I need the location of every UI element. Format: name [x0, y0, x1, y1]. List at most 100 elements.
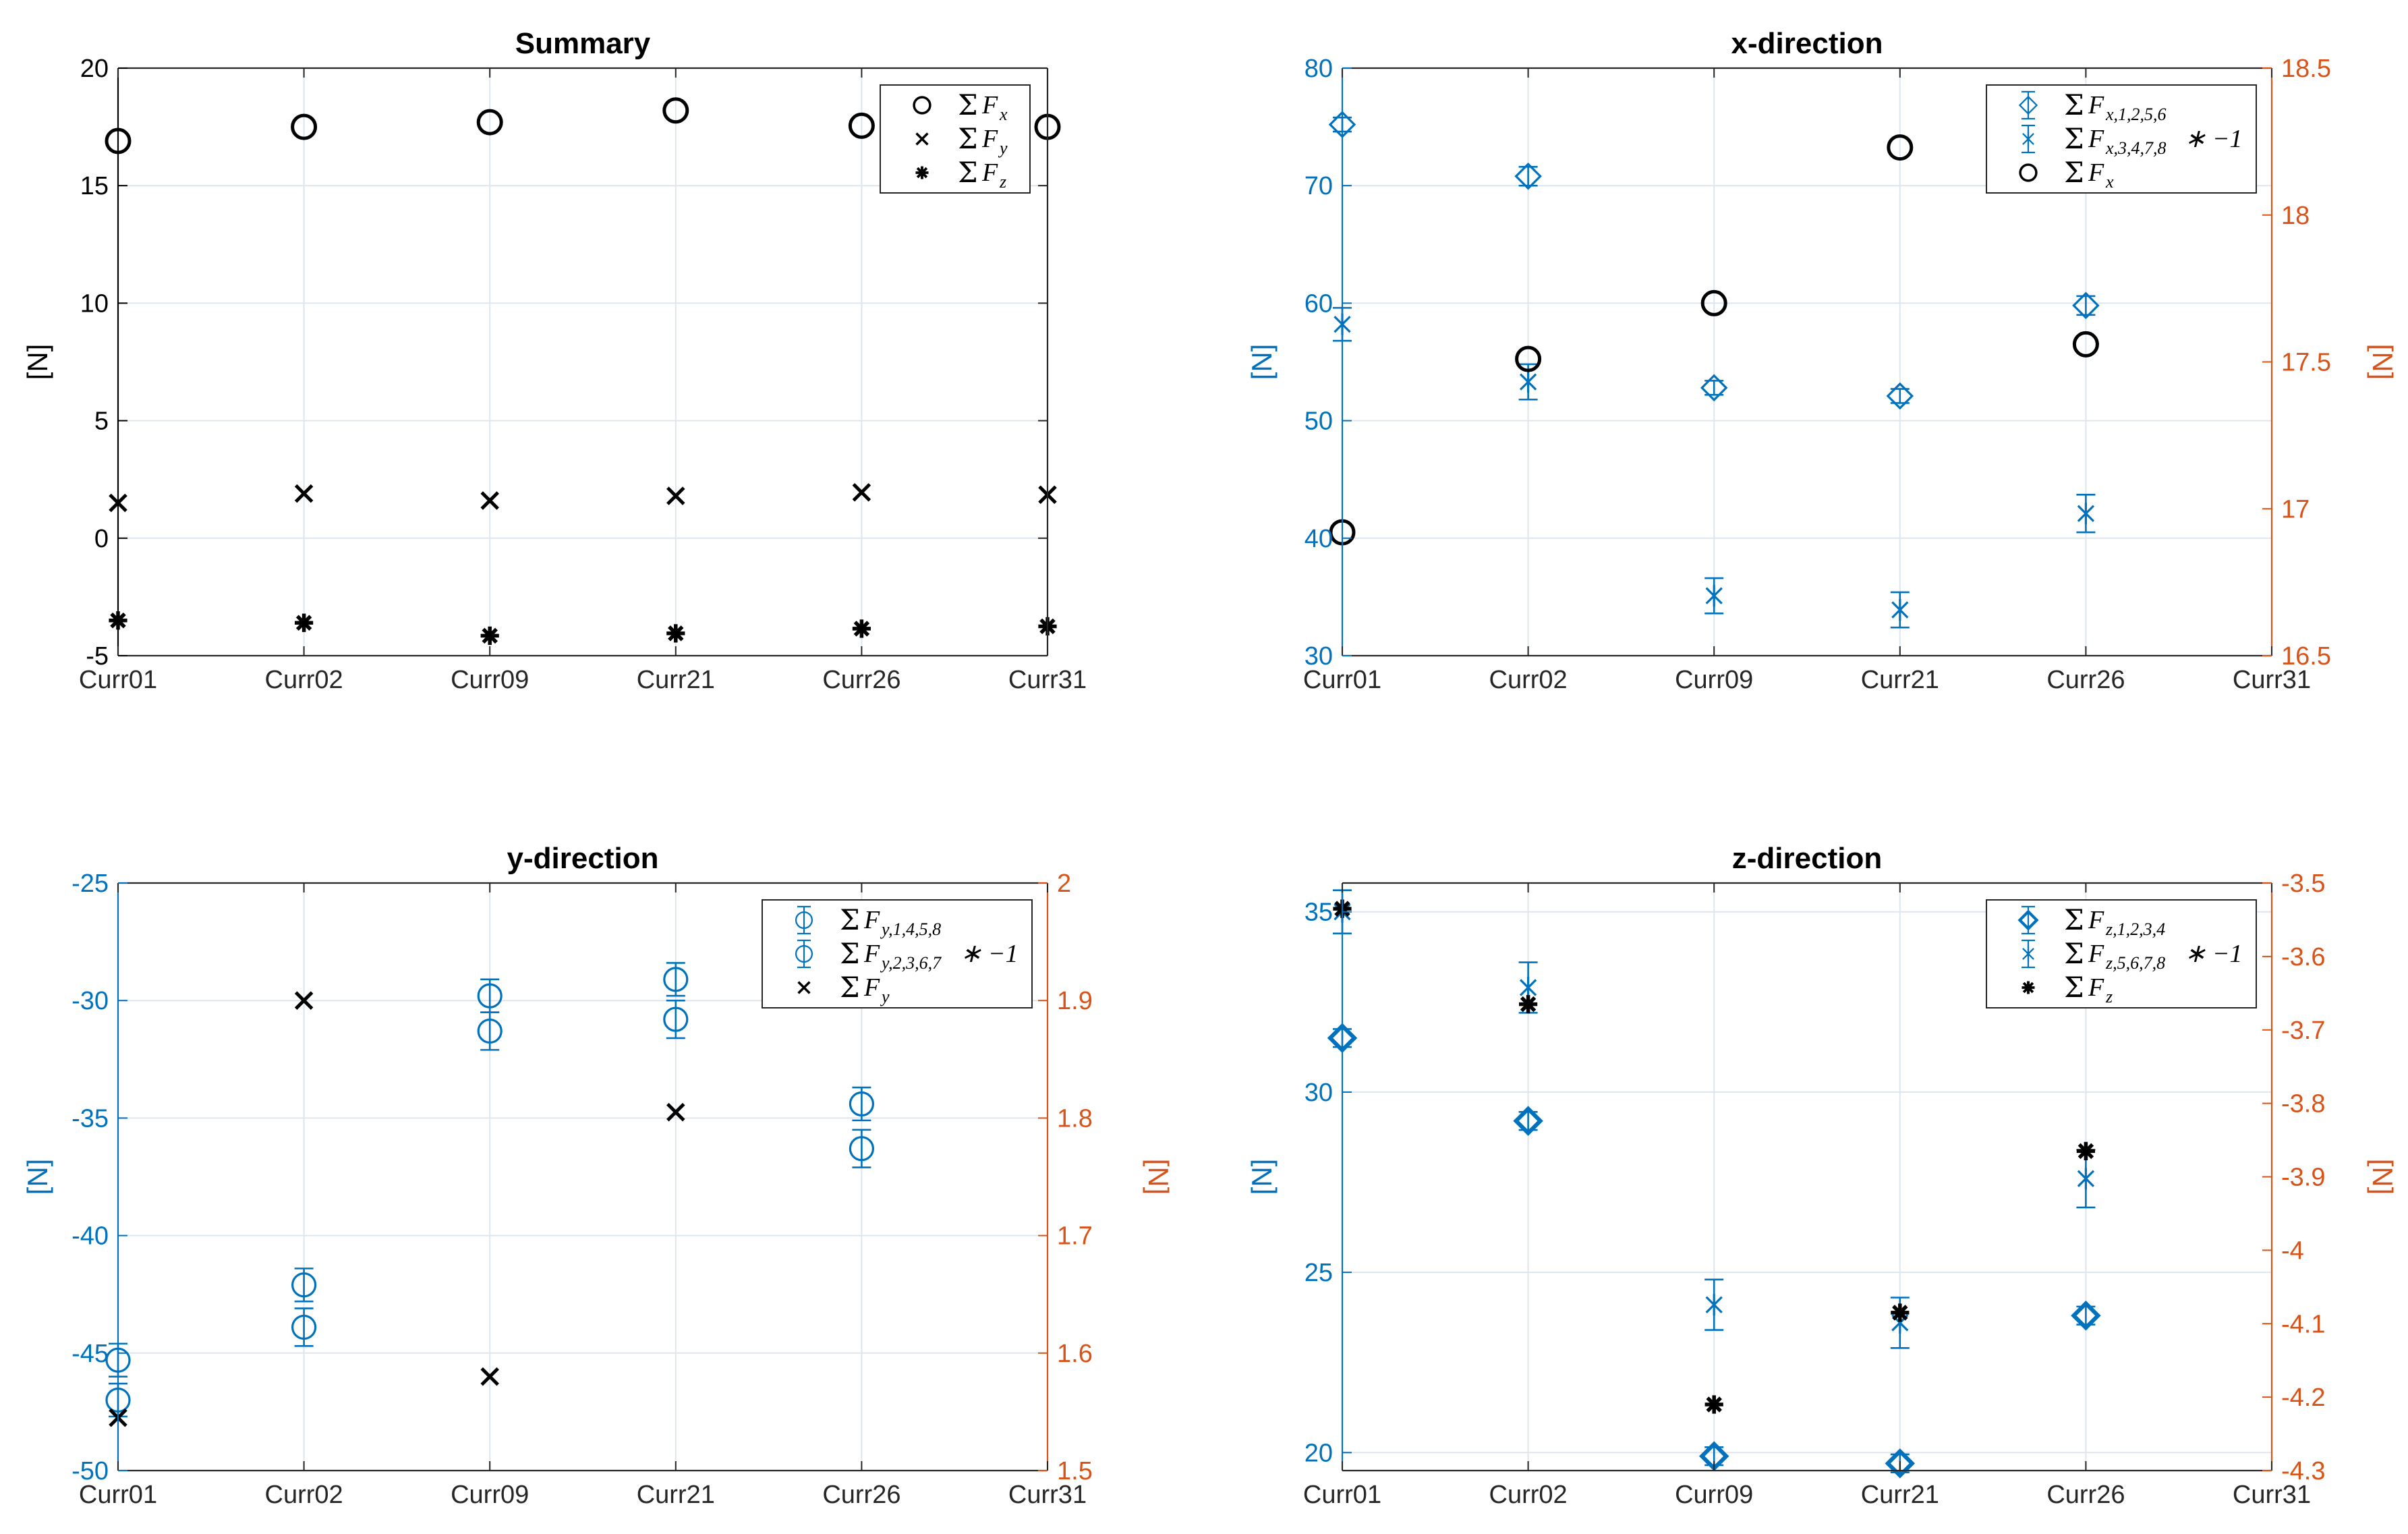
data-point — [848, 112, 875, 139]
y2-tick-label: 18.5 — [2281, 55, 2331, 83]
x-tick-label: Curr01 — [79, 1481, 157, 1509]
error-bar — [2076, 295, 2096, 316]
data-point — [1885, 1448, 1916, 1479]
legend-sum-symbol: Σ — [2064, 88, 2084, 121]
data-point — [291, 113, 318, 140]
data-point — [2072, 331, 2099, 358]
legend-marker-group — [2022, 946, 2034, 962]
legend-marker — [797, 981, 811, 994]
x-tick-label: Curr09 — [1675, 666, 1753, 694]
legend-errorbar — [797, 939, 811, 969]
y-tick-label: 20 — [80, 55, 109, 83]
legend-sum-symbol: Σ — [2064, 937, 2084, 970]
legend-sum-symbol: Σ — [2064, 971, 2084, 1004]
legend-sum-symbol: Σ — [2064, 122, 2084, 155]
legend-sum-symbol: Σ — [958, 88, 978, 121]
x-tick-label: Curr21 — [1861, 1481, 1939, 1509]
error-bar — [1518, 166, 1538, 187]
y-tick-label: -30 — [71, 987, 109, 1015]
legend-symbol: F — [981, 91, 998, 119]
data-point — [480, 491, 499, 510]
legend-marker — [915, 166, 929, 179]
data-point — [1704, 1395, 1723, 1414]
legend-subscript: x — [2105, 172, 2114, 192]
y2-tick-label: -3.9 — [2281, 1164, 2325, 1192]
y2-tick-label: 16.5 — [2281, 642, 2331, 671]
legend-subscript: x,3,4,7,8 — [2105, 138, 2167, 158]
legend-symbol: F — [2088, 159, 2104, 187]
y-tick-label: 20 — [1305, 1439, 1333, 1467]
x-tick-label: Curr26 — [822, 666, 900, 694]
y-tick-label: -45 — [71, 1340, 109, 1368]
legend-marker-group — [2017, 909, 2039, 931]
x-tick-label: Curr01 — [1303, 1481, 1381, 1509]
chart-title: z-direction — [1732, 842, 1882, 875]
data-point — [1515, 345, 1542, 372]
legend-marker — [2022, 981, 2035, 994]
y2-tick-label: -4 — [2281, 1237, 2304, 1265]
legend-suffix: ∗ −1 — [2185, 125, 2243, 153]
data-point — [852, 619, 871, 638]
legend-subscript: y — [880, 987, 890, 1006]
legend-sum-symbol: Σ — [2064, 156, 2084, 189]
legend-symbol: F — [2088, 125, 2104, 153]
legend-symbol: F — [2088, 906, 2104, 934]
y-axis-label: [N] — [1246, 344, 1278, 380]
x-tick-label: Curr09 — [451, 666, 529, 694]
legend-symbol: F — [2088, 940, 2104, 968]
data-point — [662, 97, 689, 124]
legend-sum-symbol: Σ — [840, 903, 860, 936]
legend-subscript: y,1,4,5,8 — [880, 919, 941, 939]
y-tick-label: 70 — [1305, 172, 1333, 200]
x-tick-label: Curr01 — [79, 666, 157, 694]
panel-x-direction: Curr01 Curr02 Curr09 Curr21 Curr26 Curr31 30 40… — [1246, 27, 2399, 694]
data-point — [1519, 371, 1537, 393]
data-point — [1700, 289, 1727, 316]
y2-tick-label: 1.6 — [1057, 1340, 1093, 1368]
y2-tick-label: -3.7 — [2281, 1017, 2325, 1045]
legend-symbol: F — [981, 159, 998, 187]
y2-tick-label: 17.5 — [2281, 349, 2331, 377]
y-axis-label: [N] — [22, 344, 53, 380]
y-tick-label: 40 — [1305, 525, 1333, 553]
x-tick-label: Curr02 — [265, 666, 343, 694]
data-point — [480, 1367, 499, 1386]
legend-marker — [2018, 95, 2038, 115]
x-tick-label: Curr01 — [1303, 666, 1381, 694]
data-point — [2072, 291, 2100, 320]
legend-marker-group — [797, 981, 811, 994]
error-bar — [2076, 1305, 2096, 1326]
x-tick-label: Curr21 — [637, 666, 715, 694]
legend-marker-group — [2019, 163, 2038, 182]
data-point — [666, 486, 685, 505]
data-point — [476, 109, 503, 136]
data-point — [1705, 1294, 1723, 1316]
legend-subscript: z — [2105, 987, 2113, 1006]
legend-marker — [2017, 909, 2039, 931]
series-1 — [105, 999, 875, 1418]
x-tick-label: Curr31 — [2233, 1481, 2311, 1509]
y2-tick-label: -4.3 — [2281, 1457, 2325, 1485]
y2-tick-label: -3.6 — [2281, 943, 2325, 971]
legend-sum-symbol: Σ — [840, 971, 860, 1004]
data-point — [294, 991, 314, 1010]
legend-subscript: z,5,6,7,8 — [2105, 953, 2165, 973]
x-tick-label: Curr09 — [451, 1481, 529, 1509]
legend-sum-symbol: Σ — [958, 122, 978, 155]
data-point — [2077, 1168, 2095, 1190]
y-tick-label: -40 — [71, 1222, 109, 1251]
data-point — [663, 1006, 689, 1032]
y-tick-label: 15 — [80, 172, 109, 200]
y-tick-label: 35 — [1305, 899, 1333, 927]
legend-box — [1986, 84, 2257, 194]
legend-sum-symbol: Σ — [958, 156, 978, 189]
data-point — [663, 967, 689, 992]
legend-marker — [2022, 946, 2034, 962]
y-axis-label: [N] — [1246, 1159, 1278, 1195]
x-tick-label: Curr09 — [1675, 1481, 1753, 1509]
panel-summary: Curr01 Curr02 Curr09 Curr21 Curr26 Curr31 -5 0 5… — [22, 27, 1087, 694]
legend-subscript: z,1,2,3,4 — [2105, 919, 2165, 939]
y-tick-label: 50 — [1305, 407, 1333, 436]
